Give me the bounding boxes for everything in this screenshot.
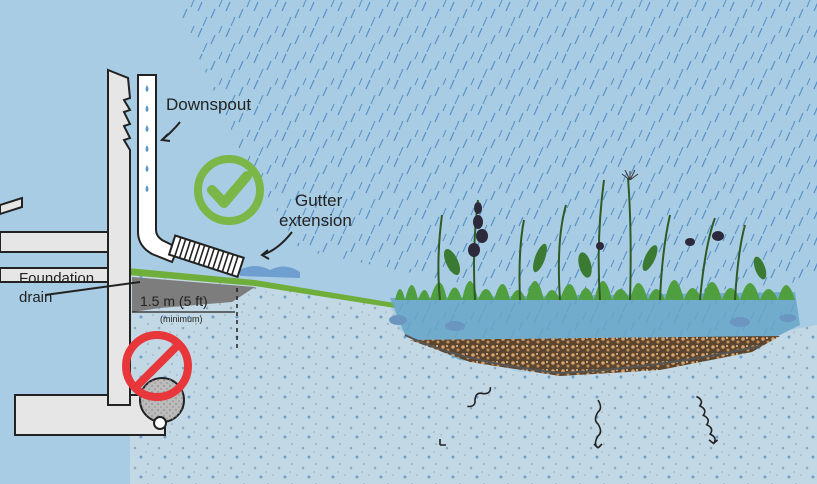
plants (395, 169, 795, 301)
gravel-layer (410, 336, 780, 376)
backfill (132, 277, 255, 312)
runoff (240, 266, 300, 278)
soil-texture (130, 275, 817, 484)
gutter-extension (167, 234, 245, 279)
distance-markers (129, 262, 238, 350)
gutter-extension-label-line1: Gutter (295, 191, 343, 210)
distance-note: (minimum) (160, 314, 203, 324)
foundation-drain-label-line1: Foundation (19, 270, 94, 287)
downspout-label: Downspout (166, 95, 251, 114)
grass-slope (128, 268, 395, 308)
rocks (389, 314, 796, 331)
leader-lines (44, 121, 293, 296)
prohibited-icon (122, 331, 192, 401)
infiltration-arrows (439, 387, 719, 449)
gutter-extension-label-line2: extension (279, 211, 352, 230)
house-structure (0, 68, 185, 436)
distance-label: 1.5 m (5 ft) (140, 293, 208, 309)
check-circle-icon (194, 155, 264, 225)
rain (175, 0, 817, 300)
foundation-drain-label-line2: drain (19, 289, 52, 306)
